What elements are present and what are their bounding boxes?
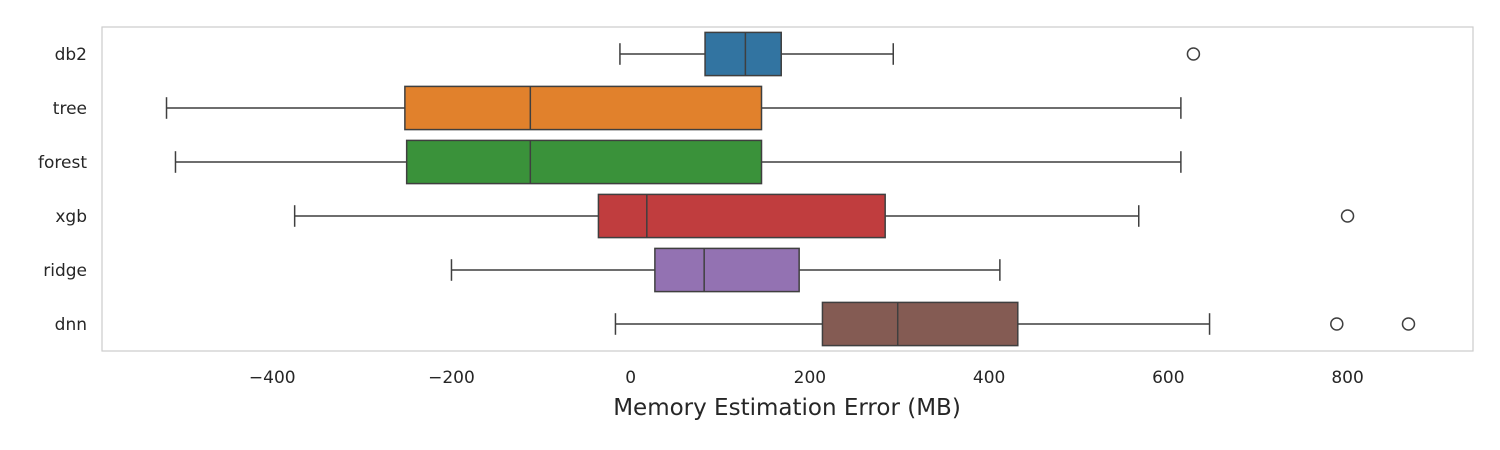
box-forest xyxy=(174,139,1182,185)
iqr-box-db2 xyxy=(704,31,782,77)
x-tick-label-1: −200 xyxy=(428,368,475,388)
iqr-box-ridge xyxy=(654,247,800,293)
box-xgb xyxy=(293,193,1355,239)
y-tick-label-ridge: ridge xyxy=(43,261,87,281)
x-axis-label: Memory Estimation Error (MB) xyxy=(613,395,961,421)
x-tick-label-5: 600 xyxy=(1152,368,1184,388)
boxes-layer xyxy=(165,31,1416,347)
x-tick-label-4: 400 xyxy=(973,368,1005,388)
box-tree xyxy=(165,85,1182,131)
y-tick-labels: db2 tree forest xgb ridge dnn xyxy=(38,45,87,335)
x-tick-labels: −400 −200 0 200 400 600 800 xyxy=(249,368,1364,388)
y-tick-label-db2: db2 xyxy=(55,45,87,65)
y-tick-label-forest: forest xyxy=(38,153,87,173)
box-dnn xyxy=(614,301,1416,347)
x-tick-label-2: 0 xyxy=(625,368,636,388)
y-tick-label-dnn: dnn xyxy=(55,315,87,335)
y-tick-label-tree: tree xyxy=(53,99,87,119)
iqr-box-xgb xyxy=(597,193,886,239)
x-tick-label-3: 200 xyxy=(794,368,826,388)
outlier-dnn-1 xyxy=(1401,317,1416,331)
outlier-dnn-0 xyxy=(1330,317,1344,331)
outlier-xgb-0 xyxy=(1340,209,1355,223)
box-ridge xyxy=(450,247,1001,293)
iqr-box-tree xyxy=(404,85,763,131)
y-tick-label-xgb: xgb xyxy=(55,207,87,227)
iqr-box-dnn xyxy=(821,301,1019,347)
iqr-box-forest xyxy=(405,139,763,185)
x-tick-label-0: −400 xyxy=(249,368,296,388)
x-tick-label-6: 800 xyxy=(1331,368,1363,388)
box-db2 xyxy=(619,31,1201,77)
outlier-db2-0 xyxy=(1186,47,1201,61)
plot-area xyxy=(101,26,1474,352)
